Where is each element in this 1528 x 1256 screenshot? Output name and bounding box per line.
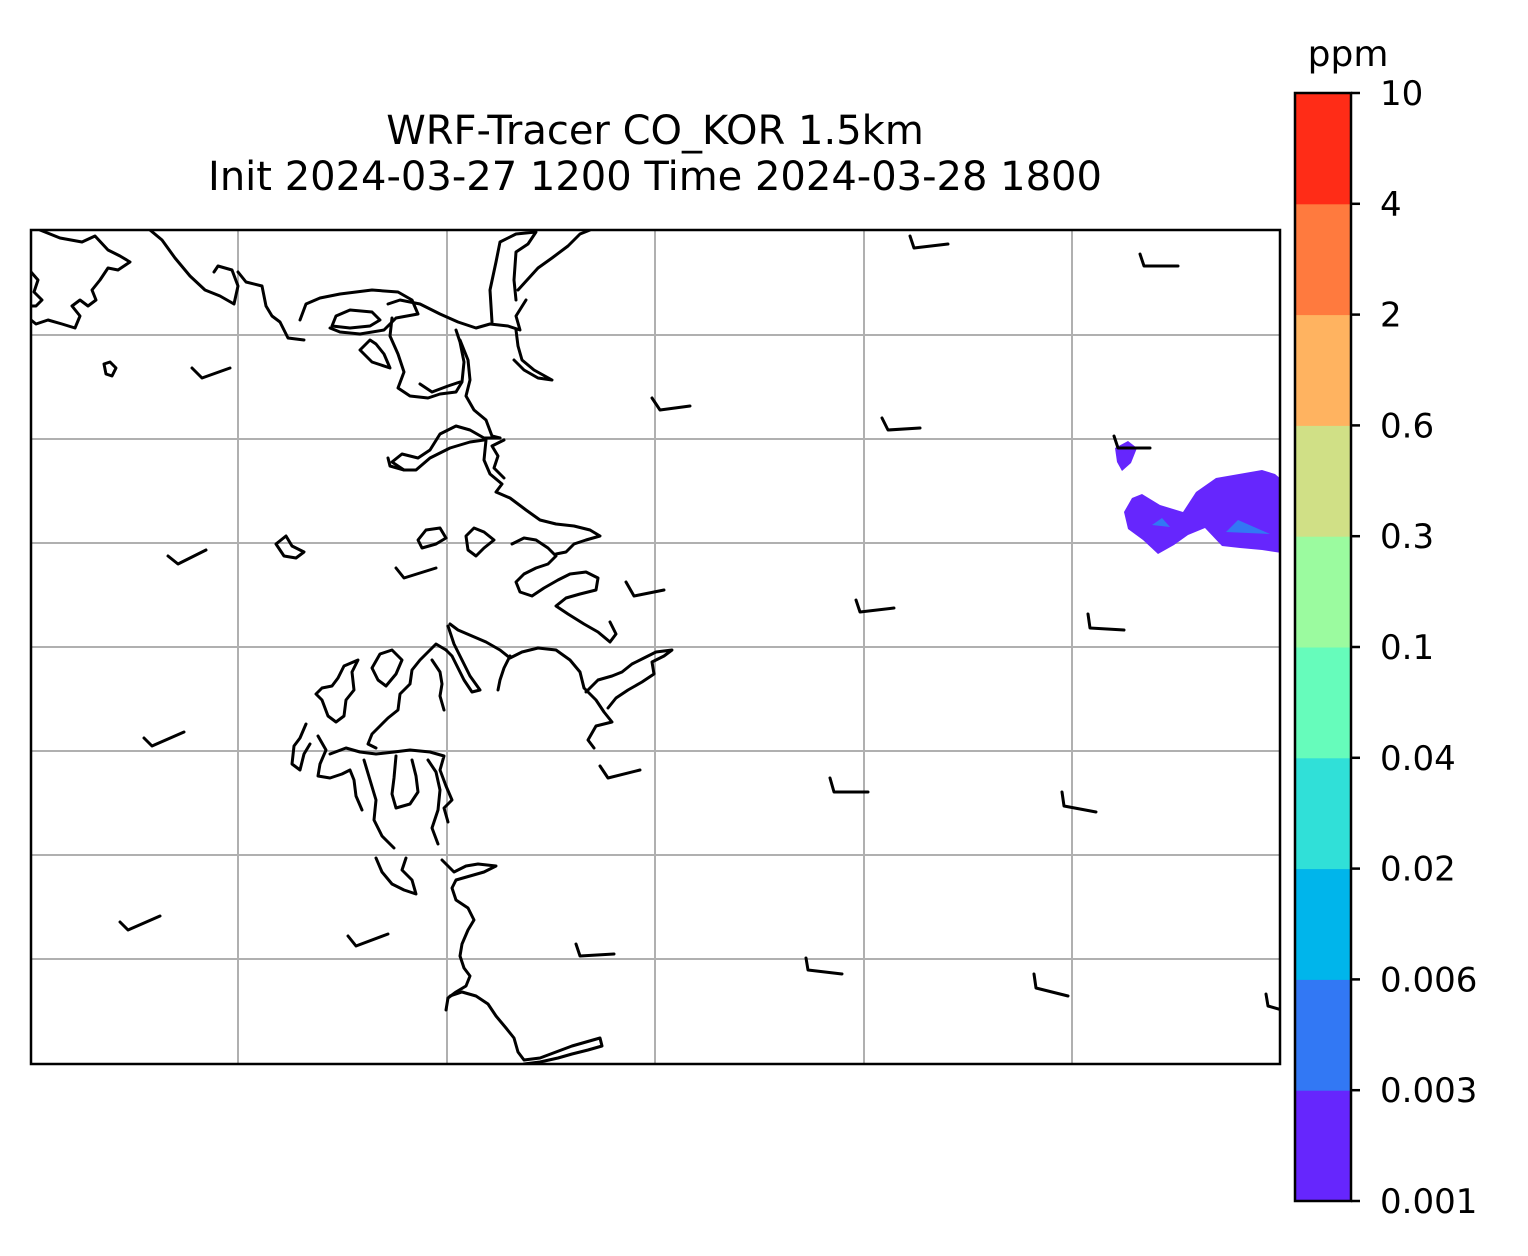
coastline-north: [386, 298, 528, 332]
wind-barb: [624, 580, 666, 598]
title-line-1: WRF-Tracer CO_KOR 1.5km: [386, 108, 924, 154]
colorbar-segment: [1295, 536, 1351, 648]
colorbar-tick-label: 4: [1380, 185, 1402, 225]
map-panel: [29, 228, 1282, 1066]
colorbar-unit-label: ppm: [1308, 34, 1389, 75]
coastline-central: [290, 722, 312, 772]
coastline-south: [374, 856, 418, 896]
map-title: WRF-Tracer CO_KOR 1.5km Init 2024-03-27 …: [30, 108, 1280, 200]
coastline-north: [512, 328, 554, 382]
wind-barb: [880, 416, 922, 432]
wind-barb: [1264, 992, 1280, 1011]
coastline-central: [314, 658, 360, 724]
coastline-north: [390, 424, 502, 472]
colorbar-tick-label: 0.001: [1380, 1182, 1477, 1222]
coastline-north: [386, 456, 406, 472]
wind-barb: [598, 764, 642, 780]
colorbar-segment: [1295, 647, 1351, 759]
colorbar-tick-label: 0.3: [1380, 517, 1434, 557]
coastline-central: [390, 754, 420, 810]
coastline-north: [330, 308, 382, 330]
colorbar-segment: [1295, 314, 1351, 426]
coastline-central: [328, 746, 454, 824]
coastline-central: [496, 654, 512, 692]
coastline-north: [418, 380, 462, 394]
wind-barb: [142, 730, 186, 748]
contour-fill-0.001: [1124, 470, 1280, 554]
coastline-north: [298, 288, 420, 336]
coastline-central: [430, 658, 446, 712]
colorbar-ticks: 0.001 0.003 0.006 0.02 0.04 0.1 0.3 0.6 2 4 10: [1351, 74, 1477, 1222]
colorbar-tick-label: 10: [1380, 74, 1423, 114]
wind-barb: [650, 396, 692, 412]
coastline-central: [448, 622, 614, 750]
map-frame: [29, 228, 1282, 1066]
wind-barb: [166, 548, 208, 566]
colorbar-segment: [1295, 979, 1351, 1091]
colorbar-tick-label: 0.003: [1380, 1071, 1477, 1111]
coastline-north: [31, 230, 132, 330]
coastline-south: [448, 990, 604, 1064]
coastline-central: [464, 526, 496, 558]
wind-barb: [854, 598, 896, 614]
wind-barb: [804, 956, 844, 976]
contour-fill-0.003: [1152, 518, 1170, 527]
coastline-central: [316, 734, 364, 812]
wind-barb: [190, 366, 232, 380]
coastline-central: [510, 536, 618, 644]
colorbar-segments: [1295, 93, 1351, 1202]
colorbar-tick-label: 0.02: [1380, 850, 1456, 890]
coastline-central: [362, 758, 396, 850]
coastline-north: [516, 230, 592, 292]
wind-barbs: [118, 234, 1280, 1011]
title-line-2: Init 2024-03-27 1200 Time 2024-03-28 180…: [208, 154, 1102, 200]
colorbar-tick-label: 2: [1380, 296, 1402, 336]
colorbar-tick-label: 0.006: [1380, 960, 1477, 1000]
coastline-north: [458, 338, 502, 440]
coastline-north: [148, 230, 240, 306]
wind-barb: [1138, 252, 1180, 268]
coastline-north: [388, 316, 466, 400]
coastline-north: [482, 438, 602, 556]
colorbar-segment: [1295, 93, 1351, 205]
coastline-north: [488, 230, 538, 324]
gridlines: [31, 230, 1280, 1064]
coastline-south: [440, 858, 498, 1012]
colorbar-segment: [1295, 425, 1351, 537]
coastline-central: [366, 642, 448, 750]
coastline-central: [584, 648, 674, 710]
wind-barb: [118, 914, 162, 932]
colorbar-segment: [1295, 1090, 1351, 1202]
coastline-north: [236, 270, 306, 342]
wind-barb: [1032, 972, 1070, 998]
wind-barb: [828, 776, 870, 794]
wind-barb: [1060, 790, 1098, 814]
wind-barb: [1086, 612, 1126, 632]
colorbar-segment: [1295, 868, 1351, 980]
wind-barb: [394, 566, 438, 580]
colorbar-tick-label: 0.04: [1380, 739, 1456, 779]
coastline-north: [31, 270, 44, 308]
colorbar-tick-label: 0.6: [1380, 406, 1434, 446]
coastline-central: [274, 534, 306, 560]
colorbar-tick-label: 0.1: [1380, 628, 1434, 668]
wind-barb: [346, 932, 390, 948]
coastline-north: [358, 338, 392, 370]
wind-barb: [908, 234, 950, 250]
coastlines: [31, 230, 674, 1064]
contour-fill-0.003: [1226, 520, 1270, 534]
colorbar-segment: [1295, 203, 1351, 316]
wind-barb: [574, 942, 616, 958]
coastline-central: [370, 648, 404, 688]
coastline-central: [444, 624, 482, 694]
coastline-north: [490, 438, 506, 480]
colorbar: ppm 0.001 0.003 0.006 0.02 0.04 0.1 0.3 0.6 2 4 10: [1293, 34, 1477, 1222]
coastline-north: [102, 360, 118, 378]
colorbar-segment: [1295, 757, 1351, 870]
coastline-central: [426, 758, 442, 846]
wind-barb: [1112, 434, 1152, 450]
coastline-central: [416, 526, 448, 550]
